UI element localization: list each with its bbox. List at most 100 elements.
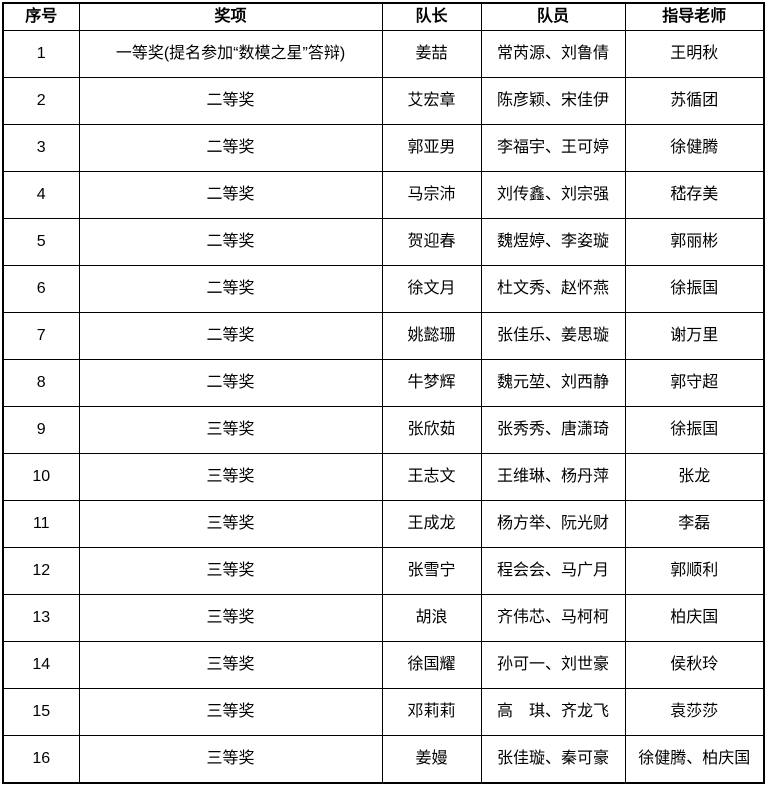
cell-no: 2 bbox=[2, 77, 80, 125]
cell-award: 三等奖 bbox=[78, 406, 383, 454]
cell-members: 张佳乐、姜思璇 bbox=[480, 312, 626, 360]
table-row: 1 一等奖(提名参加“数模之星”答辩) 姜喆 常芮源、刘鲁倩 王明秋 bbox=[2, 30, 765, 78]
cell-members: 杨方举、阮光财 bbox=[480, 500, 626, 548]
cell-captain: 徐国耀 bbox=[381, 641, 482, 689]
cell-members: 杜文秀、赵怀燕 bbox=[480, 265, 626, 313]
table-row: 16 三等奖 姜嫚 张佳璇、秦可豪 徐健腾、柏庆国 bbox=[2, 735, 765, 784]
cell-teacher: 徐振国 bbox=[624, 406, 765, 454]
cell-award: 三等奖 bbox=[78, 500, 383, 548]
column-header-no: 序号 bbox=[2, 2, 80, 31]
cell-award: 二等奖 bbox=[78, 77, 383, 125]
cell-members: 魏元堃、刘西静 bbox=[480, 359, 626, 407]
cell-teacher: 郭顺利 bbox=[624, 547, 765, 595]
cell-captain: 徐文月 bbox=[381, 265, 482, 313]
table-row: 12 三等奖 张雪宁 程会会、马广月 郭顺利 bbox=[2, 547, 765, 595]
table-row: 10 三等奖 王志文 王维琳、杨丹萍 张龙 bbox=[2, 453, 765, 501]
cell-members: 齐伟芯、马柯柯 bbox=[480, 594, 626, 642]
cell-captain: 牛梦辉 bbox=[381, 359, 482, 407]
column-header-award: 奖项 bbox=[78, 2, 383, 31]
cell-members: 常芮源、刘鲁倩 bbox=[480, 30, 626, 78]
cell-members: 程会会、马广月 bbox=[480, 547, 626, 595]
table-row: 9 三等奖 张欣茹 张秀秀、唐潇琦 徐振国 bbox=[2, 406, 765, 454]
cell-no: 15 bbox=[2, 688, 80, 736]
cell-no: 9 bbox=[2, 406, 80, 454]
cell-no: 16 bbox=[2, 735, 80, 784]
table-row: 15 三等奖 邓莉莉高 琪、齐龙飞 袁莎莎 bbox=[2, 688, 765, 736]
cell-award: 三等奖 bbox=[78, 594, 383, 642]
column-header-members: 队员 bbox=[480, 2, 626, 31]
table-row: 4 二等奖 马宗沛 刘传鑫、刘宗强 嵇存美 bbox=[2, 171, 765, 219]
cell-no: 11 bbox=[2, 500, 80, 548]
cell-no: 8 bbox=[2, 359, 80, 407]
cell-no: 3 bbox=[2, 124, 80, 172]
cell-award: 三等奖 bbox=[78, 688, 383, 736]
cell-captain: 马宗沛 bbox=[381, 171, 482, 219]
cell-award: 三等奖 bbox=[78, 453, 383, 501]
cell-captain: 邓莉莉 bbox=[381, 688, 482, 736]
cell-award: 三等奖 bbox=[78, 735, 383, 784]
award-results-table: 序号 奖项 队长 队员 指导老师 1 一等奖(提名参加“数模之星”答辩) 姜喆 常芮源… bbox=[2, 2, 765, 784]
cell-teacher: 谢万里 bbox=[624, 312, 765, 360]
cell-members: 魏煜婷、李姿璇 bbox=[480, 218, 626, 266]
cell-captain: 贺迎春 bbox=[381, 218, 482, 266]
cell-captain: 王成龙 bbox=[381, 500, 482, 548]
cell-teacher: 柏庆国 bbox=[624, 594, 765, 642]
cell-members: 李福宇、王可婷 bbox=[480, 124, 626, 172]
cell-no: 7 bbox=[2, 312, 80, 360]
cell-teacher: 徐健腾 bbox=[624, 124, 765, 172]
cell-members: 陈彦颖、宋佳伊 bbox=[480, 77, 626, 125]
cell-captain: 姜喆 bbox=[381, 30, 482, 78]
table-body: 1 一等奖(提名参加“数模之星”答辩) 姜喆 常芮源、刘鲁倩 王明秋 2 二等奖 艾宏章 陈彦颖… bbox=[2, 30, 765, 784]
cell-teacher: 李磊 bbox=[624, 500, 765, 548]
cell-award: 二等奖 bbox=[78, 359, 383, 407]
table-row: 8 二等奖 牛梦辉 魏元堃、刘西静 郭守超 bbox=[2, 359, 765, 407]
cell-no: 13 bbox=[2, 594, 80, 642]
cell-teacher: 嵇存美 bbox=[624, 171, 765, 219]
column-header-captain: 队长 bbox=[381, 2, 482, 31]
cell-teacher: 郭守超 bbox=[624, 359, 765, 407]
cell-captain: 张雪宁 bbox=[381, 547, 482, 595]
cell-no: 5 bbox=[2, 218, 80, 266]
cell-members: 张秀秀、唐潇琦 bbox=[480, 406, 626, 454]
cell-no: 1 bbox=[2, 30, 80, 78]
cell-no: 14 bbox=[2, 641, 80, 689]
column-header-teacher: 指导老师 bbox=[624, 2, 765, 31]
cell-members: 刘传鑫、刘宗强 bbox=[480, 171, 626, 219]
cell-members: 王维琳、杨丹萍 bbox=[480, 453, 626, 501]
table-header: 序号 奖项 队长 队员 指导老师 bbox=[2, 2, 765, 31]
table-row: 6 二等奖 徐文月 杜文秀、赵怀燕 徐振国 bbox=[2, 265, 765, 313]
cell-no: 6 bbox=[2, 265, 80, 313]
cell-no: 4 bbox=[2, 171, 80, 219]
table-row: 14 三等奖 徐国耀 孙可一、刘世豪 侯秋玲 bbox=[2, 641, 765, 689]
cell-teacher: 郭丽彬 bbox=[624, 218, 765, 266]
cell-award: 三等奖 bbox=[78, 547, 383, 595]
cell-captain: 姚懿珊 bbox=[381, 312, 482, 360]
cell-teacher: 张龙 bbox=[624, 453, 765, 501]
table-row: 3 二等奖 郭亚男 李福宇、王可婷 徐健腾 bbox=[2, 124, 765, 172]
cell-members: 张佳璇、秦可豪 bbox=[480, 735, 626, 784]
cell-award: 一等奖(提名参加“数模之星”答辩) bbox=[78, 30, 383, 78]
cell-teacher: 徐健腾、柏庆国 bbox=[624, 735, 765, 784]
cell-members: 孙可一、刘世豪 bbox=[480, 641, 626, 689]
cell-award: 三等奖 bbox=[78, 641, 383, 689]
table-row: 7 二等奖 姚懿珊 张佳乐、姜思璇 谢万里 bbox=[2, 312, 765, 360]
cell-captain: 胡浪 bbox=[381, 594, 482, 642]
cell-members: 高 琪、齐龙飞 bbox=[480, 688, 626, 736]
cell-award: 二等奖 bbox=[78, 171, 383, 219]
cell-no: 12 bbox=[2, 547, 80, 595]
cell-captain: 张欣茹 bbox=[381, 406, 482, 454]
cell-captain: 郭亚男 bbox=[381, 124, 482, 172]
table-header-row: 序号 奖项 队长 队员 指导老师 bbox=[2, 2, 765, 31]
cell-award: 二等奖 bbox=[78, 218, 383, 266]
cell-no: 10 bbox=[2, 453, 80, 501]
table-row: 11 三等奖 王成龙 杨方举、阮光财 李磊 bbox=[2, 500, 765, 548]
cell-teacher: 王明秋 bbox=[624, 30, 765, 78]
cell-teacher: 徐振国 bbox=[624, 265, 765, 313]
cell-captain: 艾宏章 bbox=[381, 77, 482, 125]
cell-teacher: 侯秋玲 bbox=[624, 641, 765, 689]
table-row: 2 二等奖 艾宏章 陈彦颖、宋佳伊 苏循团 bbox=[2, 77, 765, 125]
table-row: 13 三等奖 胡浪 齐伟芯、马柯柯 柏庆国 bbox=[2, 594, 765, 642]
cell-award: 二等奖 bbox=[78, 312, 383, 360]
cell-captain: 姜嫚 bbox=[381, 735, 482, 784]
cell-award: 二等奖 bbox=[78, 265, 383, 313]
